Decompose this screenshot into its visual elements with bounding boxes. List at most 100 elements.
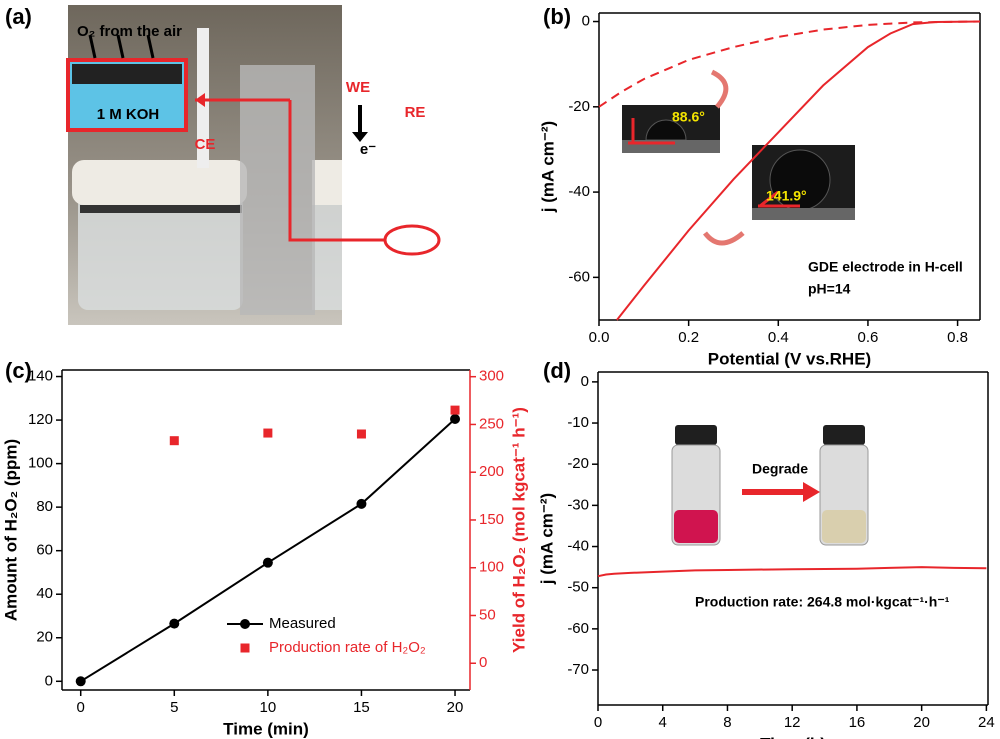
marker xyxy=(450,413,461,424)
marker xyxy=(262,557,273,568)
y-tick-label: 0 xyxy=(581,373,589,390)
y-tick-label: 40 xyxy=(36,585,53,602)
pointer-head xyxy=(195,93,205,107)
electron-label: e⁻ xyxy=(360,141,376,158)
legend-label: Production rate of H₂O₂ xyxy=(269,639,426,656)
curved-arrow xyxy=(710,69,729,109)
x-tick-label: 0.4 xyxy=(768,329,789,346)
annotation: pH=14 xyxy=(808,281,851,297)
series-line xyxy=(597,566,987,578)
y-tick-label: -10 xyxy=(567,414,589,431)
x-tick-label: 20 xyxy=(447,699,464,716)
annotation: Degrade xyxy=(752,461,808,477)
y-tick-label: -40 xyxy=(567,537,589,554)
vial-liquid xyxy=(822,510,866,543)
y-tick-label: 20 xyxy=(36,629,53,646)
y-tick-label: 120 xyxy=(28,411,53,428)
marker xyxy=(263,428,273,438)
annotation: 88.6° xyxy=(672,109,705,125)
marker xyxy=(356,498,367,509)
y-tick-label: -60 xyxy=(568,268,590,285)
x-axis-label: Time (min) xyxy=(223,719,309,738)
x-tick-label: 0 xyxy=(594,714,602,731)
marker xyxy=(169,436,179,446)
vial-cap xyxy=(823,425,865,445)
y-tick-label: 100 xyxy=(479,559,504,576)
y-tick-label: 200 xyxy=(479,463,504,480)
droplet xyxy=(645,119,687,141)
degrade-arrow-head xyxy=(803,482,820,502)
series-line xyxy=(616,20,981,321)
y-tick-label: -20 xyxy=(568,98,590,115)
x-tick-label: 0.8 xyxy=(947,329,968,346)
y-tick-label: -40 xyxy=(568,183,590,200)
y-axis-label: j (mA cm⁻²) xyxy=(537,493,556,585)
air-label: O₂ from the air xyxy=(77,23,182,40)
x-tick-label: 0 xyxy=(77,699,85,716)
panel-label: (a) xyxy=(5,4,32,29)
x-tick-label: 24 xyxy=(978,714,995,731)
x-tick-label: 20 xyxy=(913,714,930,731)
catalyst-layer xyxy=(72,64,182,84)
vial-liquid xyxy=(674,510,718,543)
y-tick-label: 60 xyxy=(36,542,53,559)
photo-panel: O₂ from the air 1 M KOH CE WE RE e⁻ (a) xyxy=(5,4,441,325)
y-tick-label: 150 xyxy=(479,511,504,528)
lid-right xyxy=(312,160,342,205)
y-tick-label: 300 xyxy=(479,368,504,385)
y2-axis-label: Yield of H₂O₂ (mol kgcat⁻¹ h⁻¹) xyxy=(509,407,528,653)
re-label: RE xyxy=(405,104,426,121)
legend-label: Measured xyxy=(269,615,336,632)
we-circle xyxy=(383,224,441,256)
y-tick-label: -60 xyxy=(567,620,589,637)
air-arrows xyxy=(88,34,155,59)
vial-cap xyxy=(675,425,717,445)
electron-arrow-head xyxy=(352,132,368,142)
y-tick-label: -30 xyxy=(567,496,589,513)
x-axis-label: Potential (V vs.RHE) xyxy=(708,349,871,368)
marker xyxy=(75,676,86,687)
annotation: 141.9° xyxy=(766,188,807,204)
ring-left xyxy=(80,205,242,213)
y-tick-label: 0 xyxy=(479,654,487,671)
panel-label: (b) xyxy=(543,4,571,29)
y-tick-label: 0 xyxy=(45,672,53,689)
insets xyxy=(622,69,855,246)
jar-right xyxy=(312,195,342,310)
x-tick-label: 4 xyxy=(659,714,667,731)
y-tick-label: 0 xyxy=(582,12,590,29)
curved-arrow xyxy=(703,231,745,246)
x-tick-label: 0.0 xyxy=(589,329,610,346)
marker xyxy=(356,429,366,439)
y-tick-label: 50 xyxy=(479,606,496,623)
pointer-line xyxy=(195,98,385,242)
x-tick-label: 0.6 xyxy=(858,329,879,346)
y-tick-label: 80 xyxy=(36,498,53,515)
x-tick-label: 5 xyxy=(170,699,178,716)
electrolyte-label: 1 M KOH xyxy=(97,106,160,123)
angle-arrows xyxy=(758,190,800,208)
y-tick-label: 140 xyxy=(28,367,53,384)
we-label: WE xyxy=(346,79,370,96)
ce-label: CE xyxy=(195,136,216,153)
jar-left xyxy=(78,195,243,310)
legend-marker xyxy=(240,643,250,653)
y-tick-label: -20 xyxy=(567,455,589,472)
lid-left xyxy=(72,160,247,205)
y-axis-label: Amount of H₂O₂ (ppm) xyxy=(1,439,20,621)
legend-marker xyxy=(240,619,250,629)
x-tick-label: 16 xyxy=(849,714,866,731)
annotation: Production rate: 264.8 mol·kgcat⁻¹·h⁻¹ xyxy=(695,594,950,610)
x-axis-label: Time (h) xyxy=(760,734,826,739)
panel-label: (d) xyxy=(543,358,571,383)
x-tick-label: 15 xyxy=(353,699,370,716)
x-tick-label: 12 xyxy=(784,714,801,731)
marker xyxy=(450,405,460,415)
y-tick-label: -50 xyxy=(567,579,589,596)
y-tick-label: 100 xyxy=(28,455,53,472)
y-tick-label: -70 xyxy=(567,661,589,678)
panel-label: (c) xyxy=(5,358,32,383)
annotation: GDE electrode in H-cell xyxy=(808,259,963,275)
x-tick-label: 10 xyxy=(260,699,277,716)
